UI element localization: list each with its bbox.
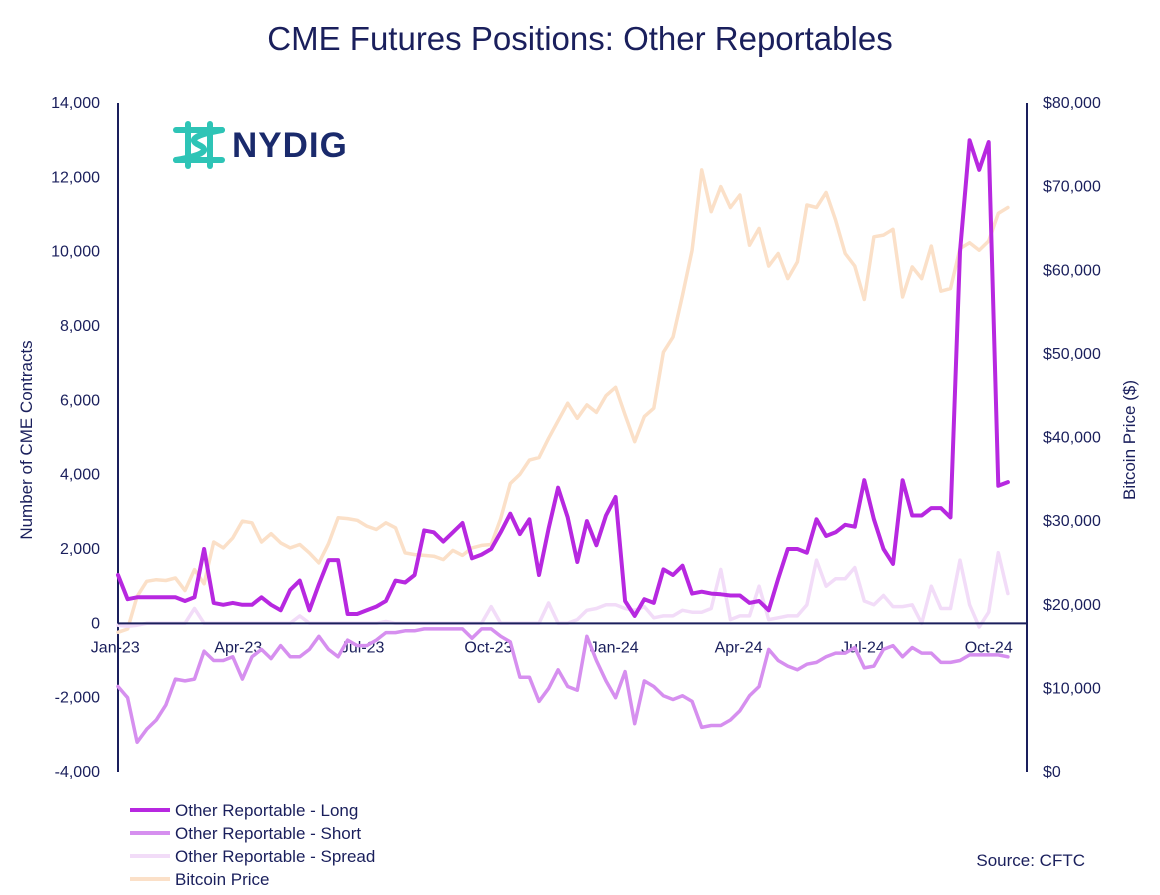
axes (117, 103, 1028, 772)
x-tick-label: Apr-23 (214, 639, 262, 656)
legend: Other Reportable - Long Other Reportable… (130, 801, 375, 889)
left-tick-label: 8,000 (60, 318, 100, 335)
series-group (116, 138, 1027, 745)
right-tick-label: $0 (1043, 764, 1061, 781)
x-axis-ticks: Jan-23 Apr-23 Jul-23 Oct-23 Jan-24 Apr-24 Jul-… (91, 639, 1013, 656)
left-tick-label: 4,000 (60, 467, 100, 484)
right-tick-label: $20,000 (1043, 597, 1101, 614)
left-tick-label: 0 (91, 615, 100, 632)
legend-item-short: Other Reportable - Short (130, 824, 361, 843)
left-tick-label: 2,000 (60, 541, 100, 558)
right-axis-label: Bitcoin Price ($) (1120, 380, 1139, 500)
legend-label-long: Other Reportable - Long (175, 801, 358, 820)
right-tick-label: $70,000 (1043, 179, 1101, 196)
right-tick-label: $10,000 (1043, 680, 1101, 697)
x-tick-label: Jan-24 (590, 639, 639, 656)
source-note: Source: CFTC (976, 851, 1085, 870)
left-tick-label: 10,000 (51, 244, 100, 261)
left-tick-label: 12,000 (51, 169, 100, 186)
x-tick-label: Jul-24 (841, 639, 885, 656)
series-line-other-reportable-spread (116, 550, 1010, 629)
legend-item-spread: Other Reportable - Spread (130, 847, 375, 866)
right-axis-ticks: $80,000 $70,000 $60,000 $50,000 $40,000 $30,0… (1043, 95, 1101, 781)
series-line-bitcoin-price (116, 168, 1010, 635)
legend-label-short: Other Reportable - Short (175, 824, 361, 843)
right-tick-label: $80,000 (1043, 95, 1101, 112)
legend-item-price: Bitcoin Price (130, 870, 269, 889)
nydig-logo-mark-icon (173, 121, 225, 169)
legend-item-long: Other Reportable - Long (130, 801, 358, 820)
right-tick-label: $60,000 (1043, 262, 1101, 279)
legend-label-spread: Other Reportable - Spread (175, 847, 375, 866)
series-line-other-reportable-short (116, 627, 1010, 745)
right-tick-label: $50,000 (1043, 346, 1101, 363)
logo-text: NYDIG (232, 126, 348, 165)
legend-label-price: Bitcoin Price (175, 870, 269, 889)
x-tick-label: Oct-24 (965, 639, 1013, 656)
series-line-other-reportable-long (116, 138, 1010, 618)
right-tick-label: $40,000 (1043, 430, 1101, 447)
left-tick-label: 14,000 (51, 95, 100, 112)
left-tick-label: 6,000 (60, 392, 100, 409)
right-tick-label: $30,000 (1043, 513, 1101, 530)
chart-title: CME Futures Positions: Other Reportables (267, 20, 892, 57)
left-tick-label: -2,000 (55, 690, 100, 707)
nydig-logo: NYDIG (173, 121, 348, 169)
x-tick-label: Apr-24 (715, 639, 763, 656)
series-bitcoin-price (116, 168, 1010, 635)
left-tick-label: -4,000 (55, 764, 100, 781)
series-other-reportable-long (116, 138, 1010, 618)
x-tick-label: Jan-23 (91, 639, 140, 656)
series-other-reportable-short (116, 627, 1010, 745)
x-tick-label: Oct-23 (464, 639, 512, 656)
series-other-reportable-spread (116, 550, 1010, 629)
left-axis-label: Number of CME Contracts (17, 340, 36, 539)
left-axis-ticks: 14,000 12,000 10,000 8,000 6,000 4,000 2,000 0 -… (51, 95, 100, 781)
